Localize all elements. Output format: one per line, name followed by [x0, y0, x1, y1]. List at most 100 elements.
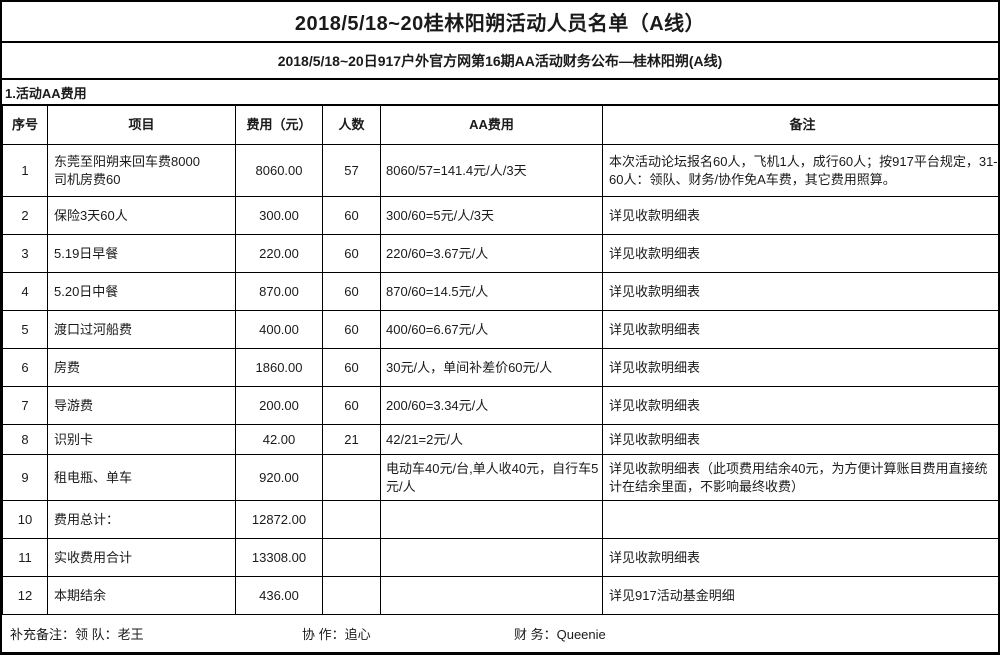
- cell-remark: 详见收款明细表: [602, 310, 1000, 349]
- cell-item: 租电瓶、单车: [47, 454, 236, 501]
- table-header-row: 序号 项目 费用（元） 人数 AA费用 备注: [2, 105, 1000, 145]
- table-row: 8 识别卡 42.00 21 42/21=2元/人 详见收款明细表: [2, 424, 1000, 455]
- cell-count: 60: [322, 196, 381, 235]
- cell-count: [322, 500, 381, 539]
- cell-aa: [380, 576, 603, 615]
- cell-remark: 详见收款明细表（此项费用结余40元，为方便计算账目费用直接统计在结余里面，不影响…: [602, 454, 1000, 501]
- cell-cost: 12872.00: [235, 500, 323, 539]
- table-row: 6 房费 1860.00 60 30元/人，单间补差价60元/人 详见收款明细表: [2, 348, 1000, 387]
- cell-aa: 300/60=5元/人/3天: [380, 196, 603, 235]
- cell-no: 2: [2, 196, 48, 235]
- cell-no: 8: [2, 424, 48, 455]
- cell-remark: 详见收款明细表: [602, 386, 1000, 425]
- cell-cost: 920.00: [235, 454, 323, 501]
- cell-count: 60: [322, 310, 381, 349]
- cell-cost: 400.00: [235, 310, 323, 349]
- header-cost: 费用（元）: [235, 105, 323, 145]
- cell-count: 60: [322, 272, 381, 311]
- cell-count: [322, 576, 381, 615]
- cell-count: [322, 454, 381, 501]
- table-row: 2 保险3天60人 300.00 60 300/60=5元/人/3天 详见收款明…: [2, 196, 1000, 235]
- cell-item: 识别卡: [47, 424, 236, 455]
- cell-cost: 13308.00: [235, 538, 323, 577]
- table-row: 10 费用总计： 12872.00: [2, 500, 1000, 539]
- cell-no: 12: [2, 576, 48, 615]
- cell-cost: 42.00: [235, 424, 323, 455]
- cell-cost: 1860.00: [235, 348, 323, 387]
- footer-finance: 财 务：Queenie: [514, 627, 606, 642]
- cell-aa: 8060/57=141.4元/人/3天: [380, 144, 603, 197]
- cell-remark: [602, 500, 1000, 539]
- cell-count: 57: [322, 144, 381, 197]
- cell-item: 5.20日中餐: [47, 272, 236, 311]
- cell-aa: 870/60=14.5元/人: [380, 272, 603, 311]
- cell-remark: 详见收款明细表: [602, 272, 1000, 311]
- cell-aa: 400/60=6.67元/人: [380, 310, 603, 349]
- header-aa: AA费用: [380, 105, 603, 145]
- cell-cost: 220.00: [235, 234, 323, 273]
- cell-aa: 42/21=2元/人: [380, 424, 603, 455]
- cell-item: 本期结余: [47, 576, 236, 615]
- cell-aa: 30元/人，单间补差价60元/人: [380, 348, 603, 387]
- cell-cost: 436.00: [235, 576, 323, 615]
- cell-remark: 详见917活动基金明细: [602, 576, 1000, 615]
- table-row: 9 租电瓶、单车 920.00 电动车40元/台,单人收40元，自行车5元/人 …: [2, 454, 1000, 501]
- cell-no: 7: [2, 386, 48, 425]
- section-label: 1.活动AA费用: [2, 80, 998, 105]
- table-row: 7 导游费 200.00 60 200/60=3.34元/人 详见收款明细表: [2, 386, 1000, 425]
- cell-no: 11: [2, 538, 48, 577]
- page-title: 2018/5/18~20桂林阳朔活动人员名单（A线）: [2, 2, 998, 43]
- cell-cost: 870.00: [235, 272, 323, 311]
- cell-remark: 详见收款明细表: [602, 348, 1000, 387]
- table-row: 12 本期结余 436.00 详见917活动基金明细: [2, 576, 1000, 615]
- cell-cost: 300.00: [235, 196, 323, 235]
- table-row: 1 东莞至阳朔来回车费8000 司机房费60 8060.00 57 8060/5…: [2, 144, 1000, 197]
- footer-leader: 补充备注：领 队：老王: [10, 627, 144, 642]
- cell-aa: [380, 538, 603, 577]
- cell-remark: 详见收款明细表: [602, 538, 1000, 577]
- cell-item: 导游费: [47, 386, 236, 425]
- cell-count: 60: [322, 348, 381, 387]
- cell-cost: 200.00: [235, 386, 323, 425]
- cell-no: 10: [2, 500, 48, 539]
- cell-aa: [380, 500, 603, 539]
- table-row: 11 实收费用合计 13308.00 详见收款明细表: [2, 538, 1000, 577]
- cell-item: 实收费用合计: [47, 538, 236, 577]
- expense-table: 序号 项目 费用（元） 人数 AA费用 备注 1 东莞至阳朔来回车费8000 司…: [2, 105, 1000, 615]
- cell-count: [322, 538, 381, 577]
- cell-aa: 200/60=3.34元/人: [380, 386, 603, 425]
- cell-item: 保险3天60人: [47, 196, 236, 235]
- cell-aa: 电动车40元/台,单人收40元，自行车5元/人: [380, 454, 603, 501]
- cell-no: 1: [2, 144, 48, 197]
- cell-item: 费用总计：: [47, 500, 236, 539]
- cell-no: 4: [2, 272, 48, 311]
- cell-count: 60: [322, 386, 381, 425]
- cell-item: 东莞至阳朔来回车费8000 司机房费60: [47, 144, 236, 197]
- cell-no: 9: [2, 454, 48, 501]
- header-item: 项目: [47, 105, 236, 145]
- table-row: 5 渡口过河船费 400.00 60 400/60=6.67元/人 详见收款明细…: [2, 310, 1000, 349]
- cell-remark: 详见收款明细表: [602, 424, 1000, 455]
- table-row: 3 5.19日早餐 220.00 60 220/60=3.67元/人 详见收款明…: [2, 234, 1000, 273]
- header-remark: 备注: [602, 105, 1000, 145]
- cell-item: 5.19日早餐: [47, 234, 236, 273]
- cell-no: 3: [2, 234, 48, 273]
- header-no: 序号: [2, 105, 48, 145]
- cell-cost: 8060.00: [235, 144, 323, 197]
- table-row: 4 5.20日中餐 870.00 60 870/60=14.5元/人 详见收款明…: [2, 272, 1000, 311]
- header-count: 人数: [322, 105, 381, 145]
- footer-assistant: 协 作：追心: [302, 627, 371, 642]
- cell-count: 60: [322, 234, 381, 273]
- cell-no: 6: [2, 348, 48, 387]
- cell-no: 5: [2, 310, 48, 349]
- cell-remark: 本次活动论坛报名60人，飞机1人，成行60人；按917平台规定，31-60人：领…: [602, 144, 1000, 197]
- cell-remark: 详见收款明细表: [602, 196, 1000, 235]
- cell-item: 房费: [47, 348, 236, 387]
- footer-note: 补充备注：领 队：老王 协 作：追心 财 务：Queenie: [2, 615, 998, 652]
- cell-count: 21: [322, 424, 381, 455]
- cell-aa: 220/60=3.67元/人: [380, 234, 603, 273]
- page-subtitle: 2018/5/18~20日917户外官方网第16期AA活动财务公布—桂林阳朔(A…: [2, 43, 998, 80]
- cell-item: 渡口过河船费: [47, 310, 236, 349]
- cell-remark: 详见收款明细表: [602, 234, 1000, 273]
